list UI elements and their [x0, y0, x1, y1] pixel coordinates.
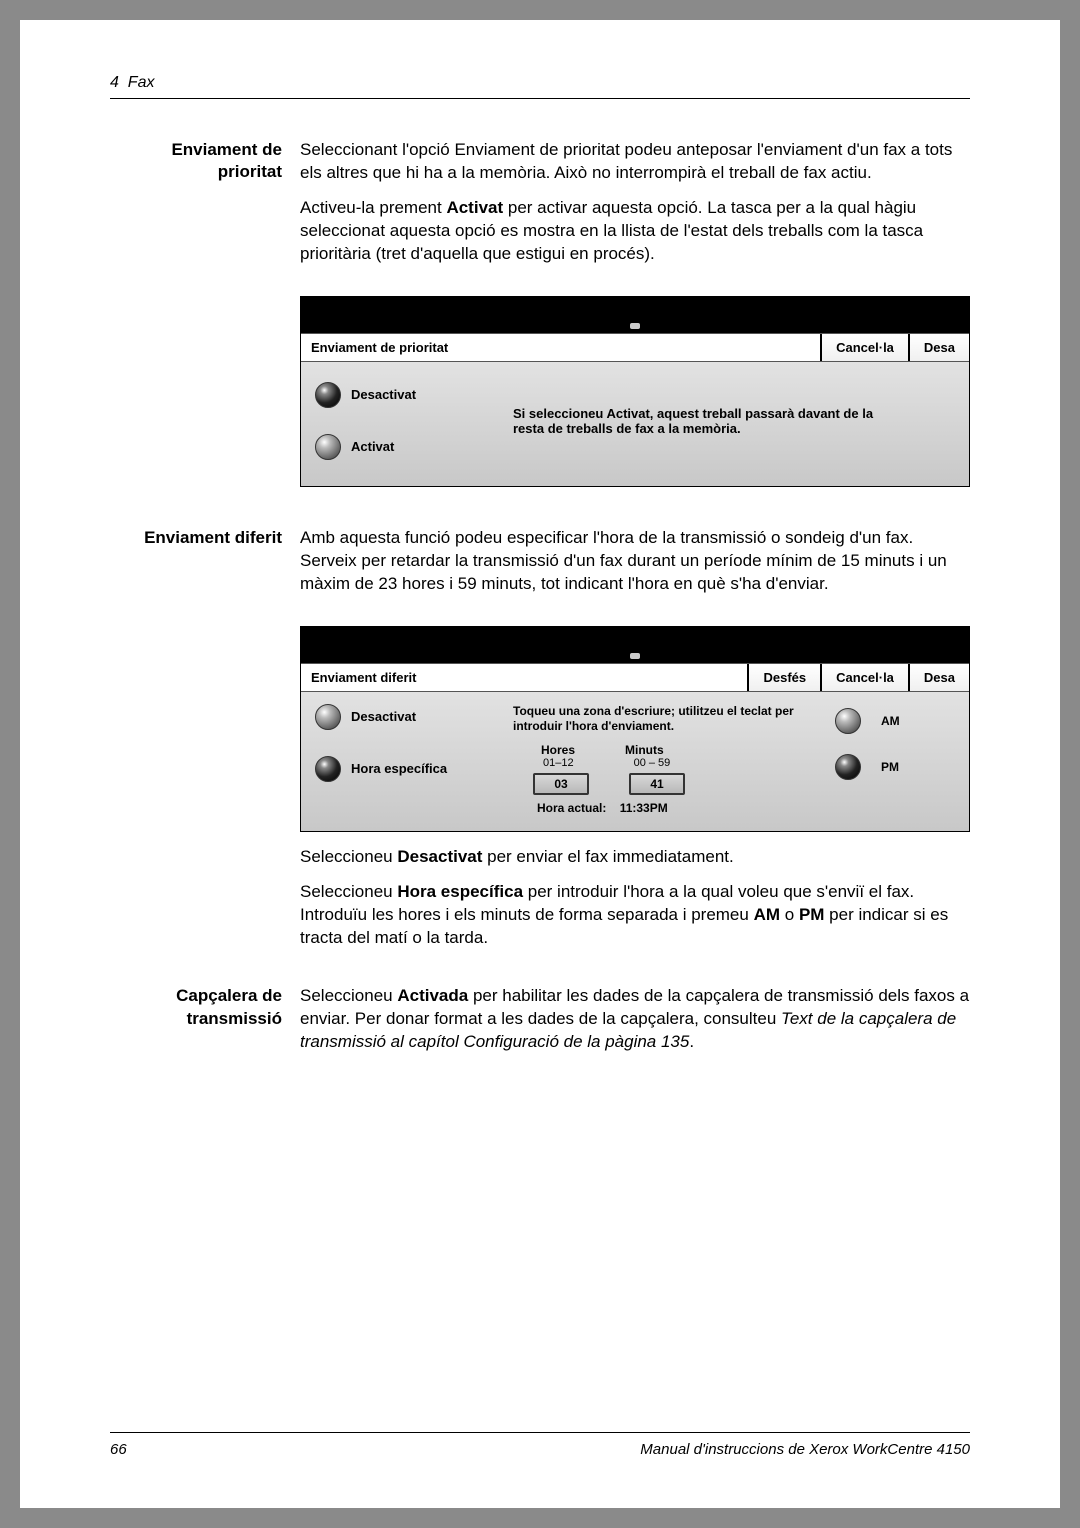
running-header: 4 Fax — [110, 74, 970, 92]
am-label: AM — [881, 714, 900, 728]
option-group: Desactivat Activat — [315, 382, 505, 460]
time-ranges: 01–12 00 – 59 — [513, 757, 827, 769]
section-body: Seleccioneu Desactivat per enviar el fax… — [300, 846, 970, 962]
bold-text: Activat — [446, 198, 503, 217]
minutes-input[interactable]: 41 — [629, 773, 685, 795]
section-heading-txheader: Capçalera de transmissió — [110, 985, 300, 1066]
paragraph: Seleccioneu Desactivat per enviar el fax… — [300, 846, 970, 869]
cancel-button[interactable]: Cancel·la — [820, 334, 908, 361]
footer-row: 66 Manual d'instruccions de Xerox WorkCe… — [110, 1441, 970, 1458]
footer-rule — [110, 1432, 970, 1433]
radio-icon — [315, 704, 341, 730]
screenshot-topbar — [301, 297, 969, 333]
option-label: Activat — [351, 439, 394, 454]
text: o — [780, 905, 799, 924]
heading-text: Capçalera de — [176, 986, 282, 1005]
bold-text: Desactivat — [397, 847, 482, 866]
dialog-title: Enviament diferit — [301, 664, 747, 691]
minutes-range: 00 – 59 — [634, 757, 671, 769]
text: Seleccioneu — [300, 847, 397, 866]
text: per enviar el fax immediatament. — [482, 847, 733, 866]
paragraph: Activeu-la prement Activat per activar a… — [300, 197, 970, 266]
chapter-title: Fax — [128, 74, 155, 91]
option-desactivat[interactable]: Desactivat — [315, 704, 505, 730]
option-label: Desactivat — [351, 709, 416, 724]
option-desactivat[interactable]: Desactivat — [315, 382, 505, 408]
section-heading-priority: Enviament de prioritat — [110, 139, 300, 278]
option-group: Desactivat Hora específica — [315, 704, 505, 815]
option-activat[interactable]: Activat — [315, 434, 505, 460]
section-body: Seleccioneu Activada per habilitar les d… — [300, 985, 970, 1066]
screenshot-delayed: Enviament diferit Desfés Cancel·la Desa … — [300, 626, 970, 832]
option-specific-time[interactable]: Hora específica — [315, 756, 505, 782]
cancel-button[interactable]: Cancel·la — [820, 664, 908, 691]
current-time-value: 11:33PM — [620, 801, 668, 815]
paragraph: Seleccionant l'opció Enviament de priori… — [300, 139, 970, 185]
text: Seleccioneu — [300, 882, 397, 901]
bold-text: AM — [754, 905, 780, 924]
ampm-group: AM PM — [835, 704, 955, 815]
time-entry-panel: Toqueu una zona d'escriure; utilitzeu el… — [505, 704, 835, 815]
section-heading-delayed: Enviament diferit — [110, 527, 300, 608]
screenshot-header: Enviament de prioritat Cancel·la Desa — [301, 333, 969, 362]
radio-icon — [315, 756, 341, 782]
text: Activeu-la prement — [300, 198, 446, 217]
text: . — [689, 1032, 694, 1051]
info-message: Si seleccioneu Activat, aquest treball p… — [505, 406, 885, 436]
header-rule — [110, 98, 970, 99]
section-delayed: Enviament diferit Amb aquesta funció pod… — [110, 527, 970, 608]
save-button[interactable]: Desa — [908, 334, 969, 361]
paragraph: Seleccioneu Activada per habilitar les d… — [300, 985, 970, 1054]
text: Seleccioneu — [300, 986, 397, 1005]
heading-text: transmissió — [187, 1009, 282, 1028]
undo-button[interactable]: Desfés — [747, 664, 820, 691]
radio-icon — [835, 708, 861, 734]
radio-icon — [315, 382, 341, 408]
hours-range: 01–12 — [543, 757, 574, 769]
option-pm[interactable]: PM — [835, 754, 955, 780]
heading-text: Enviament de — [171, 140, 282, 159]
section-body: Seleccionant l'opció Enviament de priori… — [300, 139, 970, 278]
paragraph: Seleccioneu Hora específica per introdui… — [300, 881, 970, 950]
screenshot-priority: Enviament de prioritat Cancel·la Desa De… — [300, 296, 970, 487]
hours-label: Hores — [541, 743, 575, 757]
dialog-title: Enviament de prioritat — [301, 334, 820, 361]
screenshot-topbar — [301, 627, 969, 663]
manual-title: Manual d'instruccions de Xerox WorkCentr… — [640, 1441, 970, 1458]
current-time-label: Hora actual: — [537, 801, 606, 815]
heading-text: prioritat — [218, 162, 282, 181]
hours-input[interactable]: 03 — [533, 773, 589, 795]
page-footer: 66 Manual d'instruccions de Xerox WorkCe… — [110, 1432, 970, 1458]
time-inputs: 03 41 — [513, 773, 827, 795]
radio-icon — [315, 434, 341, 460]
bold-text: PM — [799, 905, 825, 924]
page-number: 66 — [110, 1441, 127, 1458]
paragraph: Amb aquesta funció podeu especificar l'h… — [300, 527, 970, 596]
option-am[interactable]: AM — [835, 708, 955, 734]
chapter-number: 4 — [110, 74, 119, 91]
time-labels: Hores Minuts — [513, 743, 827, 757]
bold-text: Activada — [397, 986, 468, 1005]
pm-label: PM — [881, 760, 899, 774]
screenshot-header: Enviament diferit Desfés Cancel·la Desa — [301, 663, 969, 692]
bold-text: Hora específica — [397, 882, 523, 901]
empty-heading — [110, 846, 300, 962]
page: 4 Fax Enviament de prioritat Seleccionan… — [20, 20, 1060, 1508]
minutes-label: Minuts — [625, 743, 664, 757]
radio-icon — [835, 754, 861, 780]
section-body: Amb aquesta funció podeu especificar l'h… — [300, 527, 970, 608]
current-time: Hora actual: 11:33PM — [513, 801, 827, 815]
screenshot-body: Desactivat Hora específica Toqueu una zo… — [301, 692, 969, 831]
option-label: Desactivat — [351, 387, 416, 402]
screenshot-body: Desactivat Activat Si seleccioneu Activa… — [301, 362, 969, 486]
option-label: Hora específica — [351, 761, 447, 776]
instruction-text: Toqueu una zona d'escriure; utilitzeu el… — [513, 704, 827, 735]
section-delayed-after: Seleccioneu Desactivat per enviar el fax… — [110, 846, 970, 962]
section-priority: Enviament de prioritat Seleccionant l'op… — [110, 139, 970, 278]
section-txheader: Capçalera de transmissió Seleccioneu Act… — [110, 985, 970, 1066]
save-button[interactable]: Desa — [908, 664, 969, 691]
